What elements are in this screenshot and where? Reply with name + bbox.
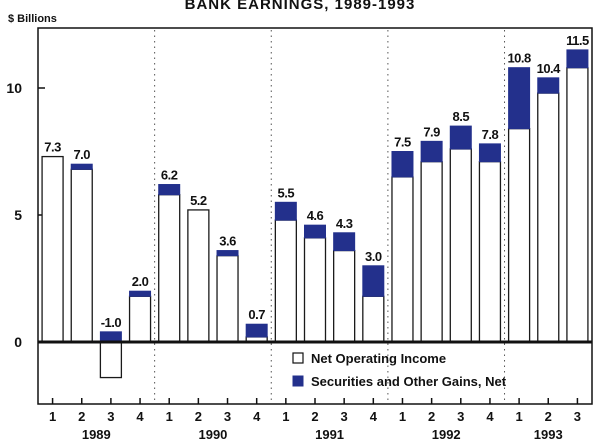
x-tick-label: 4 xyxy=(486,409,494,424)
data-label: 7.5 xyxy=(394,135,411,150)
data-label: 8.5 xyxy=(453,109,470,124)
x-tick-label: 3 xyxy=(107,409,114,424)
bar-securities-gains xyxy=(245,323,268,338)
data-label: 4.3 xyxy=(336,216,353,231)
bar-net-operating-income xyxy=(420,161,443,343)
bar-securities-gains xyxy=(478,143,501,163)
bar-securities-gains xyxy=(129,290,152,297)
legend-label-operating: Net Operating Income xyxy=(311,351,446,366)
bar-securities-gains xyxy=(362,265,385,297)
bar-net-operating-income xyxy=(478,161,502,343)
x-tick-label: 3 xyxy=(457,409,464,424)
x-tick-label: 4 xyxy=(136,409,144,424)
x-tick-label: 2 xyxy=(311,409,318,424)
x-tick-label: 2 xyxy=(545,409,552,424)
x-tick-label: 3 xyxy=(341,409,348,424)
x-tick-label: 3 xyxy=(574,409,581,424)
data-label: 5.5 xyxy=(278,185,295,200)
x-tick-label: 3 xyxy=(224,409,231,424)
bar-net-operating-income xyxy=(449,148,472,343)
bar-net-operating-income xyxy=(70,168,93,343)
bar-securities-gains xyxy=(158,184,181,196)
x-tick-label: 1 xyxy=(399,409,406,424)
year-label: 1989 xyxy=(82,427,111,442)
data-label: 3.0 xyxy=(365,249,382,264)
bar-net-operating-income xyxy=(216,254,239,343)
data-label: 3.6 xyxy=(219,234,236,249)
bar-securities-gains xyxy=(304,224,326,239)
legend: Net Operating Income Securities and Othe… xyxy=(292,351,507,389)
bar-net-operating-income xyxy=(303,237,327,343)
y-tick-label: 5 xyxy=(14,207,22,223)
year-label: 1991 xyxy=(315,427,344,442)
year-label: 1992 xyxy=(432,427,461,442)
bar-net-operating-income xyxy=(41,155,64,343)
x-tick-label: 1 xyxy=(166,409,173,424)
data-label: -1.0 xyxy=(101,315,122,330)
x-tick-label: 4 xyxy=(370,409,378,424)
data-label: 11.5 xyxy=(566,33,589,48)
y-axis-unit-label: $ Billions xyxy=(8,13,57,25)
x-tick-label: 2 xyxy=(78,409,85,424)
year-label: 1993 xyxy=(534,427,563,442)
bar-securities-gains xyxy=(216,250,239,257)
bar-securities-gains xyxy=(508,67,531,130)
bar-securities-gains xyxy=(99,331,122,343)
bar-net-operating-income xyxy=(274,219,297,343)
data-label: 6.2 xyxy=(161,168,178,183)
data-label: 0.7 xyxy=(248,307,265,322)
x-tick-label: 1 xyxy=(515,409,522,424)
data-label: 7.3 xyxy=(44,140,61,155)
x-tick-label: 2 xyxy=(195,409,202,424)
bar-securities-gains xyxy=(70,163,93,170)
year-label: 1990 xyxy=(198,427,227,442)
bar-net-operating-income xyxy=(391,176,414,343)
x-tick-label: 1 xyxy=(282,409,289,424)
bar-securities-gains xyxy=(566,49,589,69)
bar-securities-gains xyxy=(537,77,560,94)
y-tick-label: 10 xyxy=(6,80,22,96)
data-label: 7.0 xyxy=(73,147,90,162)
bar-net-operating-income xyxy=(99,341,123,379)
chart-title: BANK EARNINGS, 1989-1993 xyxy=(185,0,416,13)
bar-net-operating-income xyxy=(187,209,210,343)
x-tick-label: 1 xyxy=(49,409,56,424)
x-tick-label: 4 xyxy=(253,409,261,424)
legend-label-gains: Securities and Other Gains, Net xyxy=(311,374,507,389)
data-label: 7.8 xyxy=(482,127,499,142)
data-label: 7.9 xyxy=(423,124,440,139)
bar-securities-gains xyxy=(333,232,356,252)
legend-swatch-operating xyxy=(292,352,304,364)
bar-securities-gains xyxy=(274,201,297,221)
bar-net-operating-income xyxy=(158,194,181,343)
bar-net-operating-income xyxy=(537,92,560,343)
data-label: 4.6 xyxy=(307,208,324,223)
data-label: 10.8 xyxy=(507,51,531,66)
bar-net-operating-income xyxy=(333,249,356,343)
bar-securities-gains xyxy=(391,151,414,178)
legend-swatch-gains xyxy=(292,375,304,387)
data-label: 10.4 xyxy=(537,61,562,76)
x-tick-label: 2 xyxy=(428,409,435,424)
bar-net-operating-income xyxy=(128,295,152,343)
y-tick-label: 0 xyxy=(14,334,22,350)
bar-net-operating-income xyxy=(362,295,385,343)
data-label: 2.0 xyxy=(132,274,149,289)
bar-net-operating-income xyxy=(566,67,589,343)
bar-securities-gains xyxy=(449,125,472,150)
data-label: 5.2 xyxy=(190,193,207,208)
bar-net-operating-income xyxy=(507,127,531,343)
bar-securities-gains xyxy=(420,140,443,163)
